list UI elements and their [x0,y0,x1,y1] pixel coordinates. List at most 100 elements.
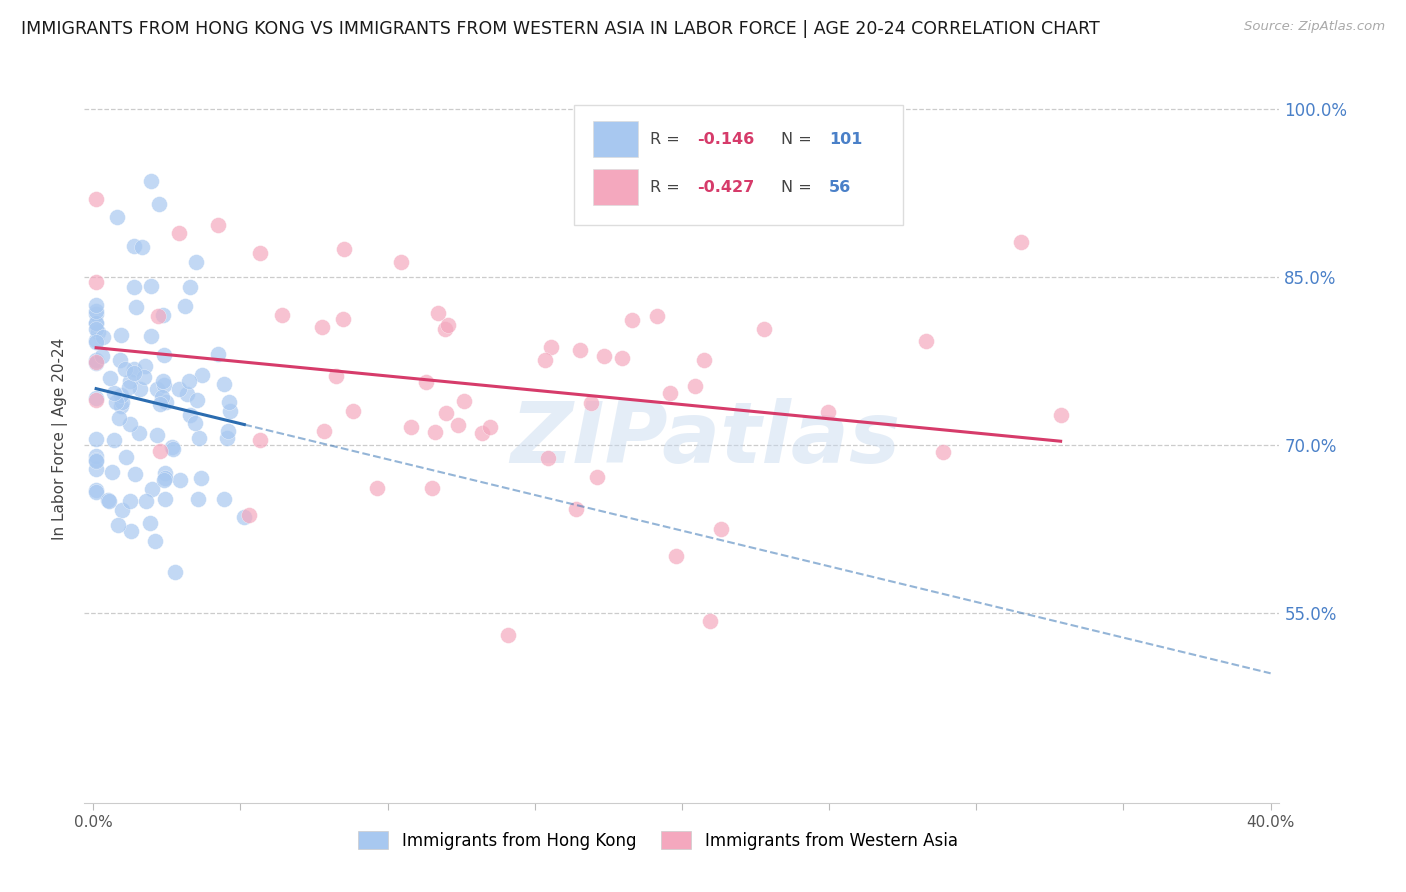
Point [107,518,129,533]
Point [478,420,501,434]
Point [122,239,145,253]
Point [446,417,468,432]
Point [585,470,607,484]
Point [212,492,235,507]
Point [84,334,107,349]
Text: Source: ZipAtlas.com: Source: ZipAtlas.com [1244,20,1385,33]
Text: R =: R = [650,179,679,194]
Point [84,304,107,318]
Point [752,322,775,336]
FancyBboxPatch shape [575,105,903,225]
Text: IMMIGRANTS FROM HONG KONG VS IMMIGRANTS FROM WESTERN ASIA IN LABOR FORCE | AGE 2: IMMIGRANTS FROM HONG KONG VS IMMIGRANTS … [21,20,1099,37]
Point [84,333,107,347]
Point [122,279,145,293]
Point [453,394,475,409]
Point [120,374,142,388]
Point [131,240,153,254]
Point [84,316,107,330]
Point [150,390,173,404]
Point [84,192,107,206]
Point [579,396,602,410]
Point [153,491,176,506]
Point [155,471,177,485]
Point [190,470,212,484]
Point [139,174,162,188]
Point [103,433,125,447]
Point [415,376,437,390]
Point [932,445,955,459]
Point [153,378,176,392]
Point [135,493,157,508]
Point [167,226,190,240]
Point [184,255,207,269]
Point [366,481,388,495]
Point [423,425,446,439]
Point [149,443,172,458]
Point [191,368,214,383]
Point [420,481,443,495]
Point [124,467,146,482]
Point [155,466,177,480]
Point [101,465,124,479]
Point [122,366,145,380]
Point [84,355,107,369]
Point [218,403,240,417]
Point [592,349,614,363]
Point [1049,408,1071,422]
Text: -0.146: -0.146 [697,131,755,146]
Point [249,245,271,260]
Point [163,565,186,579]
Point [114,362,136,376]
Point [84,356,107,370]
Point [536,451,558,466]
Point [139,516,162,530]
Point [271,309,294,323]
Point [84,462,107,476]
Point [312,424,335,438]
Point [118,380,141,394]
Point [120,417,142,431]
Point [120,524,142,538]
Point [149,397,172,411]
Point [214,376,236,391]
Point [183,416,205,430]
Point [143,534,166,549]
Text: ZIPatlas: ZIPatlas [510,398,901,481]
Point [915,334,938,349]
Point [84,352,107,367]
Point [146,428,169,442]
Point [145,382,167,396]
Point [110,388,132,402]
FancyBboxPatch shape [593,169,638,205]
Point [710,523,733,537]
Point [233,509,256,524]
Point [427,306,450,320]
Point [84,453,107,467]
Point [139,279,162,293]
Point [108,353,131,368]
Point [98,493,121,508]
Point [84,449,107,463]
Point [125,301,148,315]
Point [84,316,107,330]
Legend: Immigrants from Hong Kong, Immigrants from Western Asia: Immigrants from Hong Kong, Immigrants fr… [352,825,965,856]
Point [84,392,107,407]
Point [118,493,141,508]
Point [325,369,347,384]
Point [148,197,170,211]
Point [179,280,201,294]
Point [152,348,174,362]
Point [84,298,107,312]
Point [540,340,562,354]
Text: 56: 56 [830,179,851,194]
Point [148,309,170,323]
FancyBboxPatch shape [593,121,638,157]
Point [91,329,114,343]
Point [134,359,156,374]
Point [496,628,519,642]
Point [90,349,112,363]
Point [333,242,356,256]
Point [84,392,107,406]
Point [434,406,457,420]
Point [186,392,208,407]
